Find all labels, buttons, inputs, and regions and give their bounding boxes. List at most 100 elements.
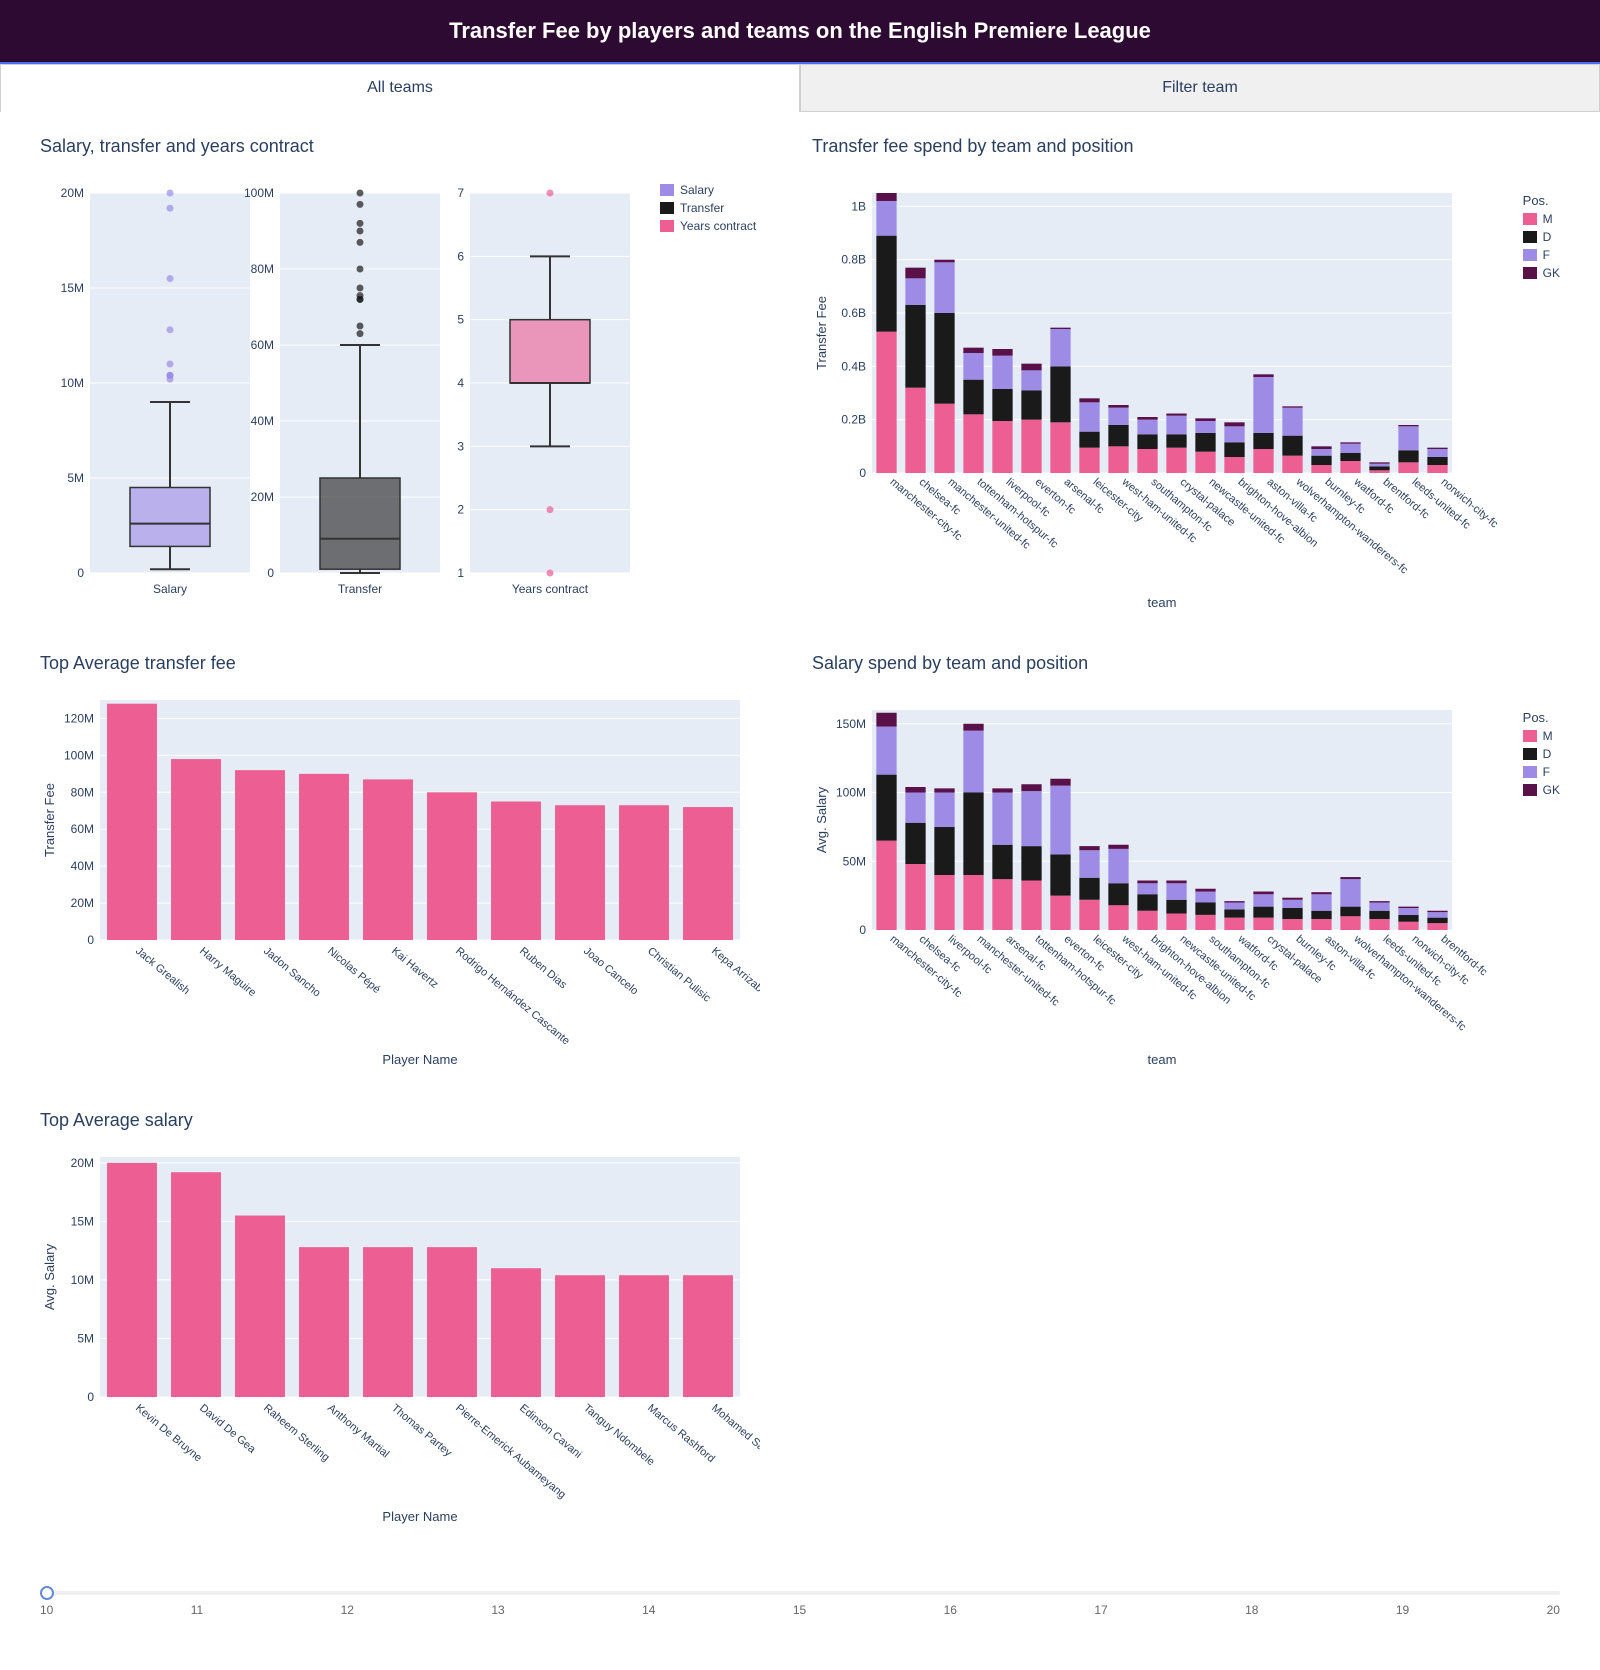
svg-text:0: 0 xyxy=(87,933,94,947)
svg-text:Years contract: Years contract xyxy=(512,582,589,596)
svg-text:80M: 80M xyxy=(251,262,274,276)
svg-text:Player Name: Player Name xyxy=(382,1052,457,1067)
panel-salary-team: Salary spend by team and position 0 50M 10… xyxy=(812,653,1560,1070)
slider-handle[interactable] xyxy=(40,1586,54,1600)
svg-text:1B: 1B xyxy=(851,199,866,213)
svg-text:Kai Havertz: Kai Havertz xyxy=(389,945,440,991)
svg-text:100M: 100M xyxy=(836,786,866,800)
panel-transfer-team: Transfer fee spend by team and position … xyxy=(812,136,1560,613)
slider-ticks: 1011121314151617181920 xyxy=(40,1603,1560,1617)
svg-text:Joao Cancelo: Joao Cancelo xyxy=(581,945,640,997)
svg-text:0.4B: 0.4B xyxy=(841,359,866,373)
svg-text:0: 0 xyxy=(859,466,866,480)
svg-text:100M: 100M xyxy=(244,186,274,200)
panel-empty xyxy=(812,1110,1560,1527)
svg-text:5: 5 xyxy=(457,313,464,327)
svg-text:team: team xyxy=(1148,595,1177,610)
svg-text:Thomas Partey: Thomas Partey xyxy=(389,1402,454,1459)
svg-text:Avg. Salary: Avg. Salary xyxy=(42,1243,57,1310)
svg-text:team: team xyxy=(1148,1052,1177,1067)
svg-text:2: 2 xyxy=(457,503,464,517)
svg-text:Mohamed Salah: Mohamed Salah xyxy=(709,1402,760,1463)
svg-text:60M: 60M xyxy=(71,822,94,836)
tab-filter-team[interactable]: Filter team xyxy=(800,64,1600,112)
svg-text:20M: 20M xyxy=(61,186,84,200)
svg-text:Pierre-Emerick Aubameyang: Pierre-Emerick Aubameyang xyxy=(453,1402,568,1501)
svg-text:0: 0 xyxy=(77,566,84,580)
svg-text:15M: 15M xyxy=(71,1214,94,1228)
salary-team-legend: Pos. MDFGK xyxy=(1523,710,1560,801)
svg-text:Edinson Cavani: Edinson Cavani xyxy=(517,1402,584,1461)
svg-text:0.2B: 0.2B xyxy=(841,413,866,427)
boxplots-title: Salary, transfer and years contract xyxy=(40,136,788,157)
top-salary-title: Top Average salary xyxy=(40,1110,788,1131)
svg-text:50M: 50M xyxy=(843,854,866,868)
svg-text:80M: 80M xyxy=(71,785,94,799)
svg-text:20M: 20M xyxy=(251,490,274,504)
svg-text:Jadon Sancho: Jadon Sancho xyxy=(261,945,323,999)
svg-text:40M: 40M xyxy=(71,859,94,873)
svg-text:Harry Maguire: Harry Maguire xyxy=(197,945,258,999)
svg-text:Anthony Martial: Anthony Martial xyxy=(325,1402,391,1460)
svg-text:0: 0 xyxy=(859,923,866,937)
svg-text:20M: 20M xyxy=(71,896,94,910)
svg-text:150M: 150M xyxy=(836,717,866,731)
salary-team-chart[interactable]: 050M100M150Mmanchester-city-fcchelsea-fc… xyxy=(812,690,1532,1070)
dashboard: Salary, transfer and years contract 0 5M 1… xyxy=(0,112,1600,1591)
svg-text:Marcus Rashford: Marcus Rashford xyxy=(645,1402,717,1465)
svg-text:Nicolas Pépé: Nicolas Pépé xyxy=(325,945,382,996)
svg-text:Transfer Fee: Transfer Fee xyxy=(814,296,829,370)
svg-text:100M: 100M xyxy=(64,748,94,762)
svg-text:15M: 15M xyxy=(61,281,84,295)
panel-top-salary: Top Average salary 0 5M 10M 15M 20M Kevin De … xyxy=(40,1110,788,1527)
slider[interactable]: 1011121314151617181920 xyxy=(0,1591,1600,1657)
svg-text:Avg. Salary: Avg. Salary xyxy=(814,786,829,853)
svg-text:0.8B: 0.8B xyxy=(841,253,866,267)
svg-text:Player Name: Player Name xyxy=(382,1509,457,1524)
boxplot-legend: Salary Transfer Years contract xyxy=(660,183,756,237)
transfer-team-title: Transfer fee spend by team and position xyxy=(812,136,1560,157)
svg-text:Salary: Salary xyxy=(153,582,187,596)
svg-text:David De Gea: David De Gea xyxy=(197,1402,258,1456)
svg-text:Ruben Dias: Ruben Dias xyxy=(517,945,569,991)
svg-text:10M: 10M xyxy=(71,1273,94,1287)
svg-text:0: 0 xyxy=(87,1390,94,1404)
page-header: Transfer Fee by players and teams on the… xyxy=(0,0,1600,62)
top-salary-chart[interactable]: 0 5M 10M 15M 20M Kevin De BruyneDavid De GeaR… xyxy=(40,1147,760,1527)
svg-text:Raheem Sterling: Raheem Sterling xyxy=(261,1402,331,1464)
svg-text:5M: 5M xyxy=(77,1331,94,1345)
svg-text:Jack Grealish: Jack Grealish xyxy=(133,945,192,997)
svg-text:0: 0 xyxy=(267,566,274,580)
top-transfer-chart[interactable]: 0 20M 40M 60M 80M 100M 120M Jack GrealishHarry … xyxy=(40,690,760,1070)
svg-text:Kevin De Bruyne: Kevin De Bruyne xyxy=(133,1402,204,1464)
svg-text:Tanguy Ndombele: Tanguy Ndombele xyxy=(581,1402,657,1468)
svg-text:Transfer Fee: Transfer Fee xyxy=(42,783,57,857)
svg-text:Kepa Arrizabalaga: Kepa Arrizabalaga xyxy=(709,945,760,1013)
svg-text:0.6B: 0.6B xyxy=(841,306,866,320)
svg-text:60M: 60M xyxy=(251,338,274,352)
svg-text:5M: 5M xyxy=(67,471,84,485)
svg-text:1: 1 xyxy=(457,566,464,580)
panel-top-transfer: Top Average transfer fee 0 20M 40M 60M 80M 10… xyxy=(40,653,788,1070)
tabs: All teams Filter team xyxy=(0,62,1600,112)
tab-all-teams[interactable]: All teams xyxy=(0,64,800,112)
svg-text:Transfer: Transfer xyxy=(338,582,382,596)
svg-text:20M: 20M xyxy=(71,1156,94,1170)
slider-track[interactable] xyxy=(40,1591,1560,1595)
svg-text:7: 7 xyxy=(457,186,464,200)
svg-text:Christian Pulisic: Christian Pulisic xyxy=(645,945,713,1005)
salary-team-title: Salary spend by team and position xyxy=(812,653,1560,674)
panel-boxplots: Salary, transfer and years contract 0 5M 1… xyxy=(40,136,788,613)
top-transfer-title: Top Average transfer fee xyxy=(40,653,788,674)
svg-text:120M: 120M xyxy=(64,711,94,725)
svg-text:10M: 10M xyxy=(61,376,84,390)
svg-text:40M: 40M xyxy=(251,414,274,428)
page-title: Transfer Fee by players and teams on the… xyxy=(449,18,1151,43)
svg-text:6: 6 xyxy=(457,249,464,263)
svg-text:4: 4 xyxy=(457,376,464,390)
boxplot-chart[interactable]: 0 5M 10M 15M 20M Salary 0 20M 40M 60M 80M 100M Trans… xyxy=(40,173,760,613)
svg-text:3: 3 xyxy=(457,439,464,453)
svg-text:Rodrigo Hernández Cascante: Rodrigo Hernández Cascante xyxy=(453,945,572,1047)
transfer-team-chart[interactable]: 00.2B0.4B0.6B0.8B1Bmanchester-city-fcche… xyxy=(812,173,1532,613)
transfer-team-legend: Pos. MDFGK xyxy=(1523,193,1560,284)
